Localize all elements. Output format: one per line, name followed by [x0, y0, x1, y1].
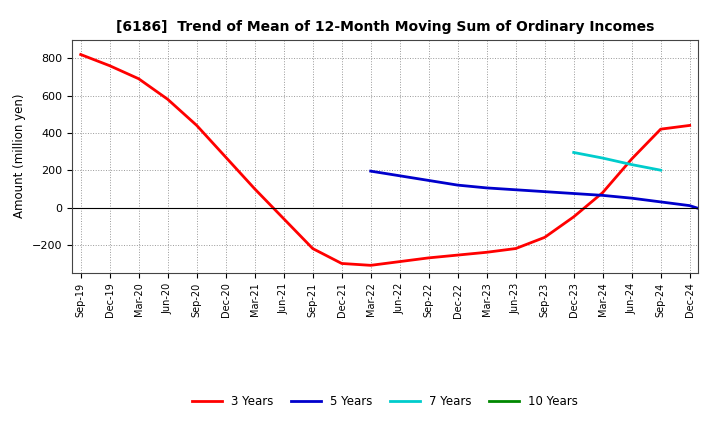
Legend: 3 Years, 5 Years, 7 Years, 10 Years: 3 Years, 5 Years, 7 Years, 10 Years — [187, 391, 583, 413]
Title: [6186]  Trend of Mean of 12-Month Moving Sum of Ordinary Incomes: [6186] Trend of Mean of 12-Month Moving … — [116, 20, 654, 34]
Y-axis label: Amount (million yen): Amount (million yen) — [13, 94, 26, 218]
